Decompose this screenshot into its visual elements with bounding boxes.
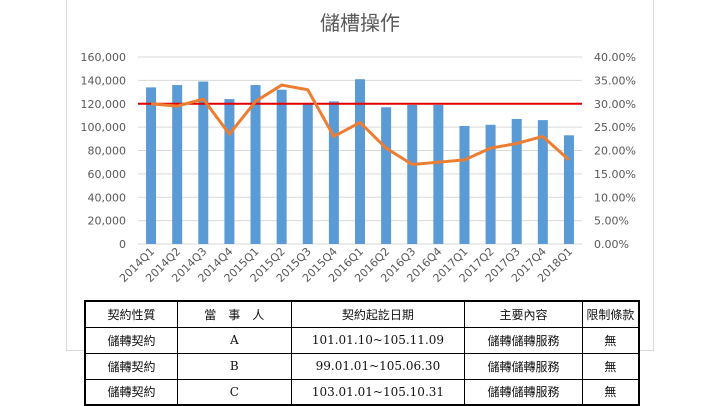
left-axis-tick-label: 20,000 [88,215,127,228]
table-header-row: 契約性質 當 事 人 契約起訖日期 主要內容 限制條款 [84,300,640,328]
contract-table: 契約性質 當 事 人 契約起訖日期 主要內容 限制條款 儲轉契約 A 101.0… [84,300,640,406]
bar [511,118,522,244]
left-axis-tick-label: 0 [119,238,126,251]
bar [433,104,444,244]
right-axis-tick-label: 20.00% [594,145,636,158]
bar [172,85,183,244]
left-axis-tick-label: 160,000 [81,51,127,64]
table-row: 儲轉契約 A 101.01.10~105.11.09 儲轉儲轉服務 無 [84,326,640,354]
right-axis-tick-label: 25.00% [594,121,636,134]
cell-contract-type: 儲轉契約 [84,326,179,354]
line-series [150,83,570,167]
header-party: 當 事 人 [177,300,292,328]
header-main-content: 主要內容 [464,300,583,328]
left-axis-tick-label: 60,000 [88,168,127,181]
chart-title: 儲槽操作 [320,11,400,35]
left-axis-tick-label: 80,000 [88,145,127,158]
cell-contract-period: 99.01.01~105.06.30 [290,352,466,380]
left-axis-tick-label: 140,000 [81,74,127,87]
right-axis-tick-label: 30.00% [594,98,636,111]
bar [459,125,470,244]
right-axis-tick-label: 10.00% [594,191,636,204]
cell-restrictions: 無 [581,352,640,380]
bar [328,101,339,244]
bar [198,81,209,244]
header-contract-type: 契約性質 [84,300,179,328]
cell-contract-period: 103.01.01~105.10.31 [290,378,466,406]
bar [407,104,418,244]
bar [355,79,365,244]
left-axis-tick-label: 100,000 [81,121,127,134]
cell-party: A [177,326,292,354]
bar [302,103,313,244]
cell-party: C [177,378,292,406]
cell-main-content: 儲轉儲轉服務 [464,326,583,354]
table-row: 儲轉契約 B 99.01.01~105.06.30 儲轉儲轉服務 無 [84,352,640,380]
bar [224,99,235,244]
right-axis-tick-label: 15.00% [594,168,636,181]
table-row: 儲轉契約 C 103.01.01~105.10.31 儲轉儲轉服務 無 [84,378,640,406]
bar [381,107,392,244]
cell-party: B [177,352,292,380]
cell-main-content: 儲轉儲轉服務 [464,352,583,380]
left-axis-tick-label: 40,000 [88,191,127,204]
right-axis-tick-label: 35.00% [594,74,636,87]
bar [146,87,157,244]
cell-contract-type: 儲轉契約 [84,352,179,380]
header-restrictions: 限制條款 [581,300,640,328]
right-axis-tick-label: 40.00% [594,51,636,64]
cell-main-content: 儲轉儲轉服務 [464,378,583,406]
cell-contract-period: 101.01.10~105.11.09 [290,326,466,354]
left-axis-tick-label: 120,000 [81,98,127,111]
right-axis-tick-label: 0.00% [594,238,629,251]
right-axis-tick-label: 5.00% [594,215,629,228]
bar [563,135,574,244]
bar [485,124,496,244]
cell-restrictions: 無 [581,326,640,354]
bar [276,89,287,244]
header-contract-period: 契約起訖日期 [290,300,466,328]
cell-restrictions: 無 [581,378,640,406]
bar [537,120,548,244]
bar [250,85,261,244]
cell-contract-type: 儲轉契約 [84,378,179,406]
combo-chart: 儲槽操作 0 0.00% 20,000 5.00% 40,000 10.00% 60,000 1… [81,11,636,285]
